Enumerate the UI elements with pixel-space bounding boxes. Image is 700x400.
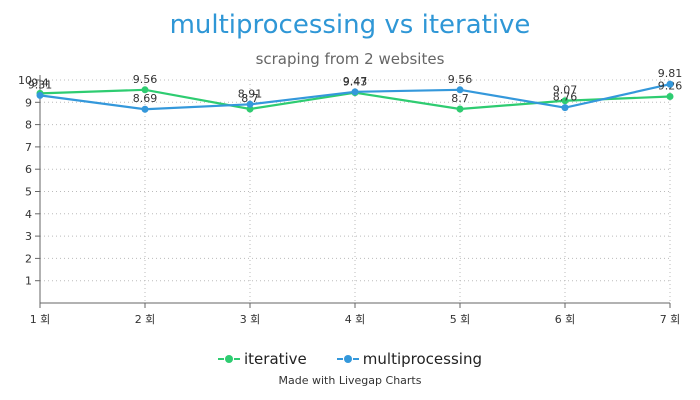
y-tick-label: 2 <box>25 252 32 265</box>
data-label-iterative: 8.7 <box>241 92 259 105</box>
data-label-multiprocessing: 8.76 <box>553 91 578 104</box>
x-tick-label: 7 회 <box>660 313 681 326</box>
data-point-iterative <box>456 105 464 113</box>
y-tick-label: 9 <box>25 96 32 109</box>
chart-title: multiprocessing vs iterative <box>169 10 531 40</box>
data-point-multiprocessing <box>246 100 254 108</box>
legend-item-multiprocessing[interactable]: multiprocessing <box>336 350 482 368</box>
y-tick-label: 4 <box>25 208 32 221</box>
chart-subtitle: scraping from 2 websites <box>255 50 445 68</box>
legend-label-iterative: iterative <box>244 350 307 368</box>
x-tick-label: 3 회 <box>240 313 261 326</box>
legend-swatch-iterative <box>218 354 240 364</box>
data-label-multiprocessing: 9.56 <box>448 73 473 86</box>
y-tick-label: 1 <box>25 275 32 288</box>
data-label-multiprocessing: 8.69 <box>133 92 158 105</box>
y-tick-label: 8 <box>25 119 32 132</box>
x-tick-label: 1 회 <box>30 313 51 326</box>
data-point-iterative <box>666 93 674 101</box>
x-tick-label: 2 회 <box>135 313 156 326</box>
data-label-multiprocessing: 9.31 <box>28 78 53 91</box>
data-point-multiprocessing <box>456 86 464 94</box>
data-label-multiprocessing: 9.81 <box>658 67 683 80</box>
livegap-credit: Made with Livegap Charts <box>278 374 422 387</box>
y-tick-label: 3 <box>25 230 32 243</box>
x-tick-label: 5 회 <box>450 313 471 326</box>
x-tick-label: 4 회 <box>345 313 366 326</box>
data-point-iterative <box>141 86 149 94</box>
data-point-multiprocessing <box>351 88 359 96</box>
y-tick-label: 7 <box>25 141 32 154</box>
data-point-multiprocessing <box>561 104 569 112</box>
y-tick-label: 6 <box>25 163 32 176</box>
data-label-iterative: 9.43 <box>343 76 368 89</box>
data-point-multiprocessing <box>36 91 44 99</box>
data-label-iterative: 8.7 <box>451 92 469 105</box>
chart-legend: iterative multiprocessing <box>0 350 700 368</box>
data-point-multiprocessing <box>141 105 149 113</box>
data-point-iterative <box>561 97 569 105</box>
data-label-iterative: 9.07 <box>553 84 578 97</box>
legend-item-iterative[interactable]: iterative <box>218 350 307 368</box>
x-tick-label: 6 회 <box>555 313 576 326</box>
y-tick-label: 5 <box>25 186 32 199</box>
legend-swatch-multiprocessing <box>336 354 359 364</box>
data-label-iterative: 9.4 <box>31 76 49 89</box>
data-label-iterative: 9.56 <box>133 73 158 86</box>
legend-label-multiprocessing: multiprocessing <box>362 350 482 368</box>
data-label-multiprocessing: 9.47 <box>343 75 368 88</box>
data-label-multiprocessing: 8.91 <box>238 87 263 100</box>
data-point-multiprocessing <box>666 80 674 88</box>
y-tick-label: 10 <box>18 74 32 87</box>
